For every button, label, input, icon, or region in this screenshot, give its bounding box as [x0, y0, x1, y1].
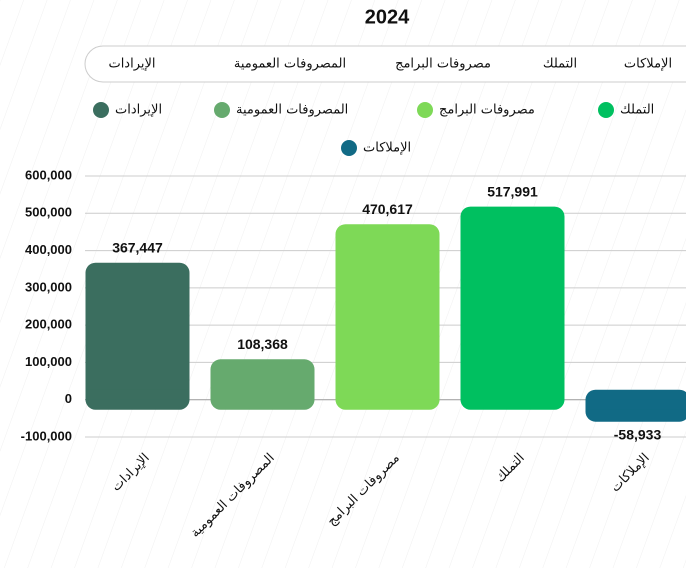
bar-base — [585, 399, 686, 410]
bar — [210, 359, 315, 410]
tab[interactable]: مصروفات البرامج — [395, 57, 491, 72]
tab[interactable]: الإملاكات — [624, 57, 672, 72]
legend-marker[interactable] — [598, 102, 614, 118]
bar — [335, 224, 440, 410]
y-tick-label: 100,000 — [25, 354, 72, 369]
legend-label[interactable]: مصروفات البرامج — [439, 103, 535, 118]
value-label: 470,617 — [362, 201, 413, 217]
legend-marker[interactable] — [417, 102, 433, 118]
y-tick-label: 400,000 — [25, 242, 72, 257]
value-label: -58,933 — [614, 426, 662, 442]
y-tick-label: 600,000 — [25, 167, 72, 182]
y-tick-label: 300,000 — [25, 279, 72, 294]
y-tick-label: 0 — [65, 391, 72, 406]
bar — [85, 262, 190, 410]
y-tick-label: 200,000 — [25, 317, 72, 332]
y-tick-label: 500,000 — [25, 205, 72, 220]
legend-marker[interactable] — [93, 102, 109, 118]
tab[interactable]: المصروفات العمومية — [234, 57, 346, 72]
legend-label[interactable]: المصروفات العمومية — [236, 103, 348, 118]
tab-bar — [84, 45, 686, 83]
value-label: 108,368 — [237, 336, 288, 352]
legend-label[interactable]: الإملاكات — [363, 141, 411, 156]
bar-base — [460, 389, 565, 400]
bar-base — [210, 389, 315, 400]
chart-title: 2024 — [365, 6, 410, 28]
tab[interactable]: التملك — [543, 57, 577, 72]
value-label: 517,991 — [487, 183, 538, 199]
bar — [460, 206, 565, 410]
value-label: 367,447 — [112, 239, 163, 255]
bar-base — [335, 389, 440, 400]
y-tick-label: -100,000 — [21, 428, 72, 443]
bar-base — [85, 389, 190, 400]
legend-marker[interactable] — [341, 140, 357, 156]
legend-label[interactable]: التملك — [620, 103, 654, 118]
legend-marker[interactable] — [214, 102, 230, 118]
tab[interactable]: الإيرادات — [108, 57, 155, 72]
legend-label[interactable]: الإيرادات — [115, 103, 162, 118]
